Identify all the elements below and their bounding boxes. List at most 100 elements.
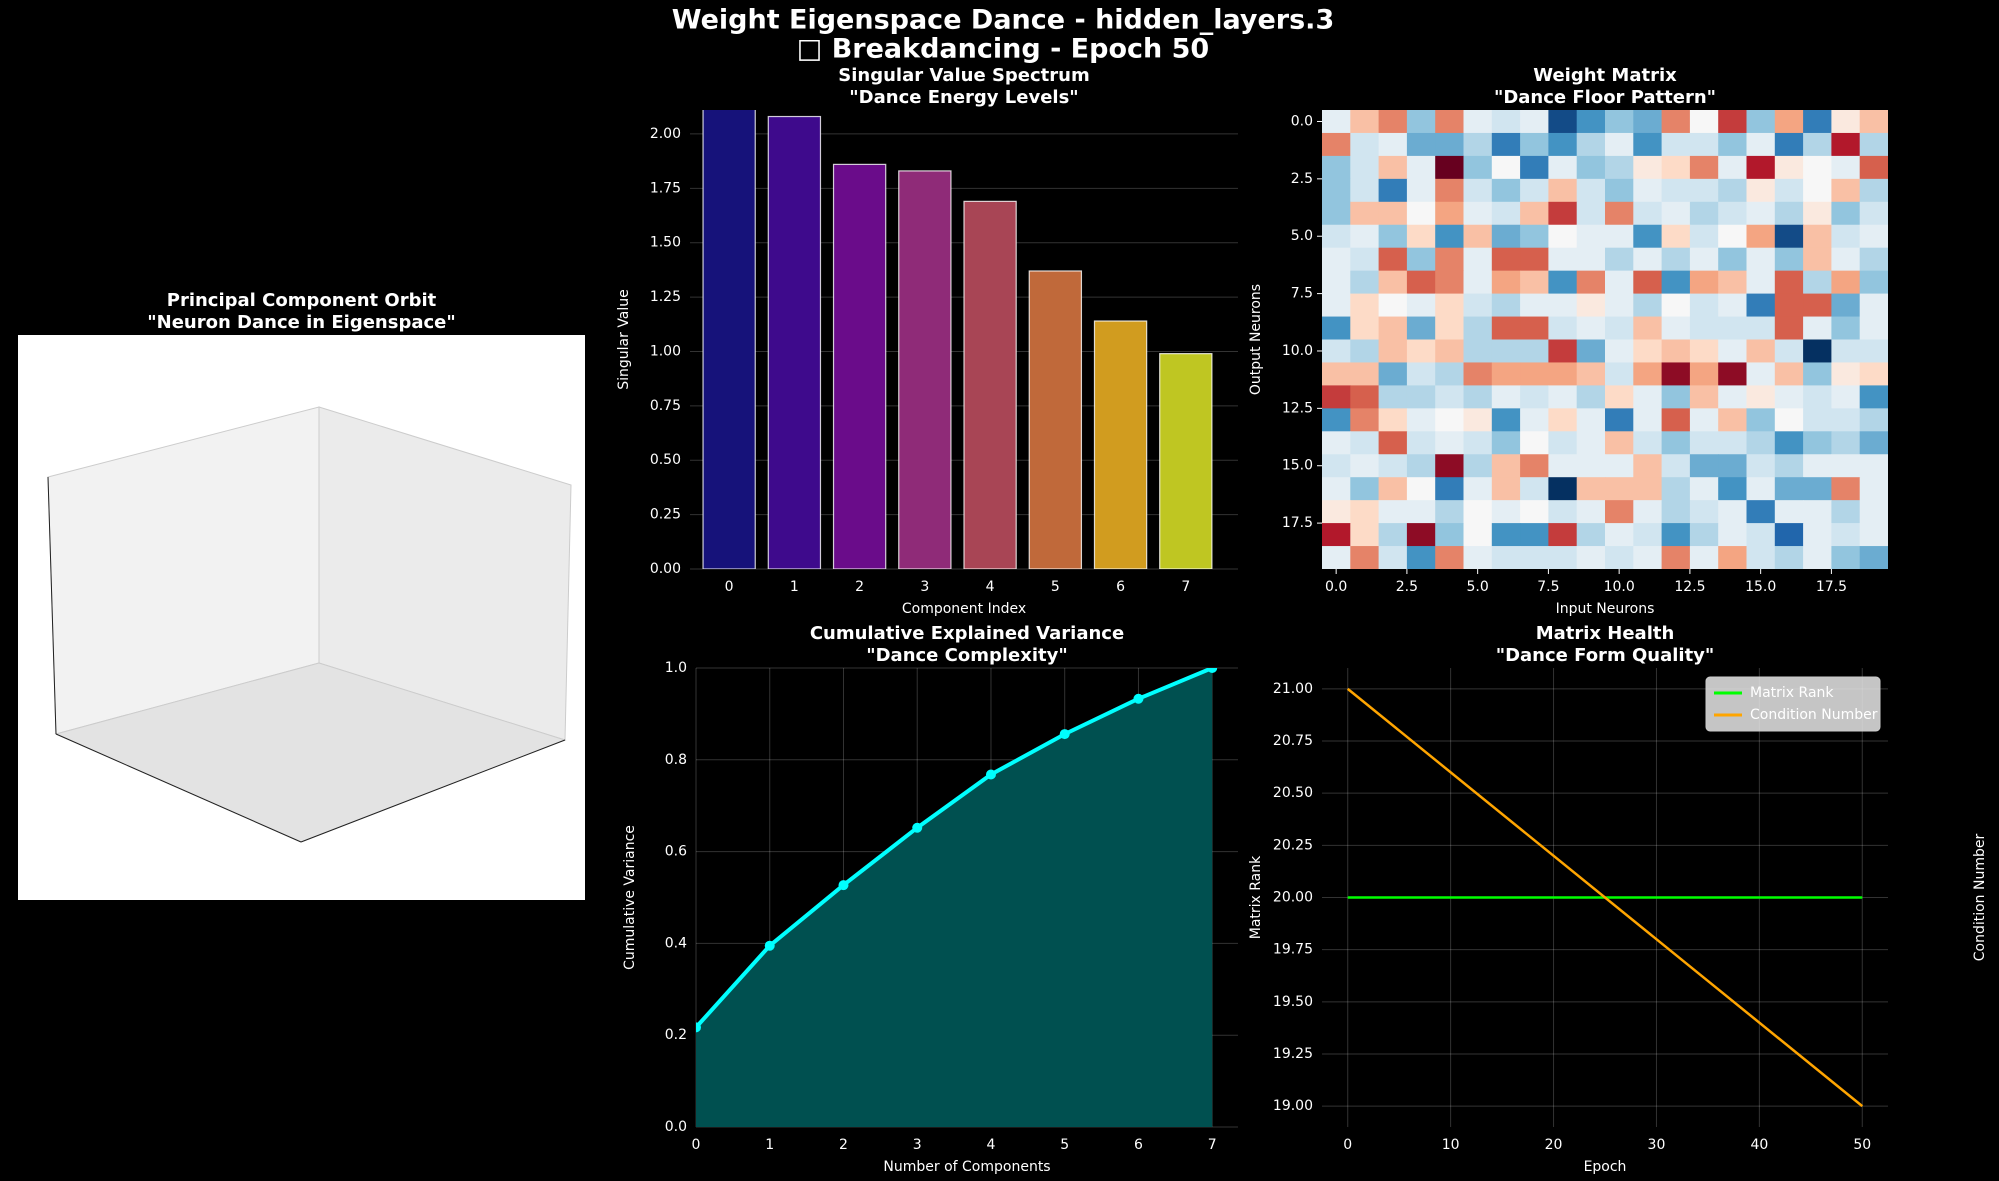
x-tick-label: 30: [1648, 1137, 1666, 1153]
y-tick-label: 12.5: [1282, 400, 1313, 416]
heatmap-cell: [1689, 224, 1719, 249]
heatmap-cell: [1350, 316, 1380, 340]
heatmap-cell: [1746, 201, 1776, 226]
heatmap-cell: [1661, 546, 1691, 569]
heatmap-cell: [1463, 201, 1493, 226]
heatmap-cell: [1520, 385, 1549, 409]
heatmap-cell: [1774, 132, 1804, 157]
heatmap-cell: [1633, 293, 1663, 318]
heatmap-cell: [1803, 477, 1832, 501]
heatmap-cell: [1605, 431, 1634, 455]
heatmap-cell: [1661, 132, 1691, 157]
heatmap-cell: [1350, 178, 1380, 203]
heatmap-cell: [1633, 477, 1663, 501]
heatmap-cell: [1378, 385, 1408, 409]
heatmap-cell: [1633, 431, 1663, 455]
heatmap-cell: [1435, 316, 1464, 340]
heatmap-cell: [1576, 178, 1606, 203]
heatmap-cell: [1746, 454, 1776, 478]
heatmap-cell: [1605, 454, 1634, 478]
heatmap-cell: [1803, 546, 1832, 569]
heatmap-cell: [1633, 201, 1663, 226]
heatmap-cell: [1803, 247, 1832, 272]
heatmap-cell: [1322, 110, 1351, 134]
heatmap-cell: [1718, 201, 1747, 226]
y-tick-label: 2.00: [650, 126, 681, 142]
heatmap-cell: [1718, 316, 1747, 340]
heatmap-cell: [1520, 316, 1549, 340]
heatmap-cell: [1406, 247, 1436, 272]
heatmap-cell: [1548, 385, 1578, 409]
heatmap-cell: [1633, 454, 1663, 478]
bar: [1159, 353, 1213, 569]
heatmap-cell: [1548, 339, 1578, 363]
bar: [832, 163, 887, 569]
heatmap-cell: [1718, 523, 1747, 547]
heatmap-cell: [1633, 546, 1663, 569]
point: [1133, 693, 1144, 704]
bar: [1028, 270, 1083, 569]
point: [985, 769, 996, 780]
heatmap-cell: [1322, 362, 1351, 386]
heatmap-cell: [1322, 477, 1351, 501]
heatmap-cell: [1406, 454, 1436, 478]
heatmap-cell: [1406, 500, 1436, 524]
heatmap-cell: [1378, 270, 1408, 295]
heatmap-cell: [1520, 454, 1549, 478]
heatmap-cell: [1803, 132, 1832, 157]
x-axis-label: Component Index: [902, 601, 1026, 617]
heatmap-cell: [1718, 477, 1747, 501]
heatmap-cell: [1491, 270, 1521, 295]
y-tick-label: 15.0: [1282, 458, 1313, 474]
y-tick-label: 19.25: [1273, 1046, 1313, 1062]
heatmap-cell: [1859, 454, 1888, 478]
y-tick-label: 0.0: [1291, 113, 1313, 129]
point: [1059, 729, 1070, 740]
x-tick-label: 1: [765, 1137, 774, 1153]
heatmap-cell: [1548, 546, 1578, 569]
heatmap-cell: [1435, 431, 1464, 455]
heatmap-cell: [1322, 316, 1351, 340]
heatmap-cell: [1463, 523, 1493, 547]
heatmap-cell: [1746, 270, 1776, 295]
heatmap-cell: [1463, 500, 1493, 524]
heatmap-cell: [1378, 454, 1408, 478]
chart-title: Principal Component Orbit: [167, 290, 437, 311]
x-tick-label: 20: [1545, 1137, 1563, 1153]
heatmap-cell: [1435, 110, 1464, 134]
heatmap-cell: [1378, 155, 1408, 180]
heatmap-cell: [1463, 339, 1493, 363]
heatmap-cell: [1322, 500, 1351, 524]
heatmap-cell: [1633, 155, 1663, 180]
x-tick-label: 4: [986, 579, 995, 595]
y-tick-label: 0.6: [665, 844, 687, 860]
y2-axis-label: Condition Number: [1972, 834, 1988, 962]
heatmap-cell: [1491, 155, 1521, 180]
heatmap-cell: [1435, 339, 1464, 363]
heatmap-cell: [1491, 431, 1521, 455]
heatmap-cell: [1718, 178, 1747, 203]
heatmap-cell: [1718, 132, 1747, 157]
heatmap-cell: [1803, 270, 1832, 295]
x-axis-label: Input Neurons: [1556, 601, 1655, 617]
heatmap-cell: [1859, 270, 1888, 295]
x-tick-label: 2.5: [1396, 579, 1418, 595]
heatmap-cell: [1463, 316, 1493, 340]
x-tick-label: 50: [1853, 1137, 1871, 1153]
heatmap-cell: [1548, 431, 1578, 455]
heatmap-cell: [1831, 293, 1861, 318]
heatmap-cell: [1350, 247, 1380, 272]
heatmap-cell: [1633, 270, 1663, 295]
heatmap-cell: [1859, 408, 1888, 432]
heatmap-cell: [1661, 385, 1691, 409]
heatmap-cell: [1831, 500, 1861, 524]
heatmap-cell: [1350, 408, 1380, 432]
heatmap-cell: [1322, 454, 1351, 478]
heatmap-cell: [1831, 224, 1861, 249]
heatmap-cell: [1406, 110, 1436, 134]
heatmap-cell: [1605, 477, 1634, 501]
heatmap-cell: [1774, 431, 1804, 455]
heatmap-cell: [1322, 385, 1351, 409]
heatmap-cell: [1520, 523, 1549, 547]
